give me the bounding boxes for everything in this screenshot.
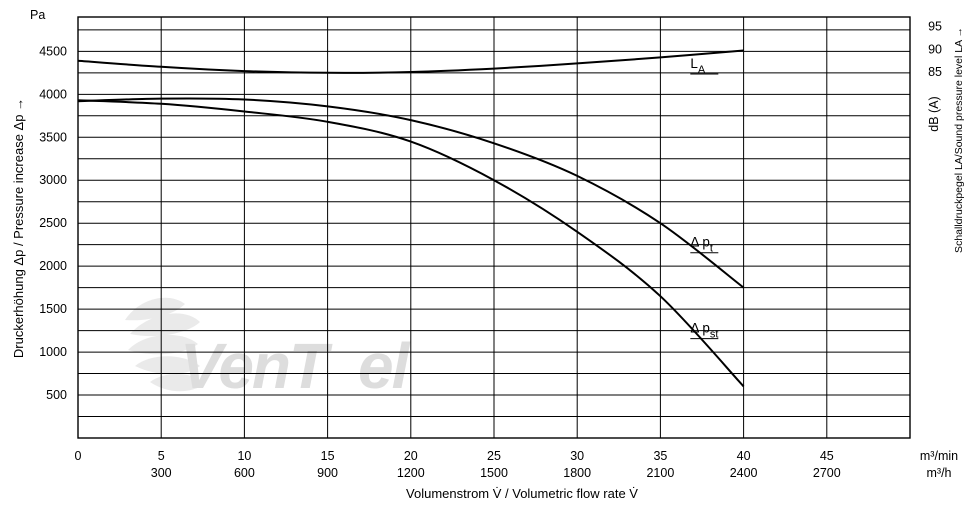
x-tick-label: 35: [653, 449, 667, 463]
y-tick-label: 2500: [39, 216, 67, 230]
y-tick-label: 4500: [39, 44, 67, 58]
x-tick-labels: 0 5 10 15 20 25 30 35 40 45 300 600 900 1200 1500 1800 2…: [75, 449, 841, 480]
x-tick-label: 10: [237, 449, 251, 463]
y-tick-label: 500: [46, 388, 67, 402]
x-tick-label: 40: [737, 449, 751, 463]
right-axis-unit: dB (A): [927, 96, 941, 131]
x-tick-label-secondary: 2100: [646, 466, 674, 480]
curves: [77, 49, 745, 388]
ventel-watermark-logo: VenT el: [125, 297, 413, 402]
curve-labels: LAΔ ptΔ pst: [690, 56, 718, 341]
x-tick-label: 45: [820, 449, 834, 463]
x-tick-label-secondary: 300: [151, 466, 172, 480]
y-tick-label: 1000: [39, 345, 67, 359]
y-tick-labels: 500 1000 1500 2000 2500 3000 3500 4000 4500: [39, 44, 67, 402]
curve-pst: [77, 99, 745, 388]
right-axis-title: Schalldruckpegel LA/Sound pressure level…: [953, 27, 965, 253]
x-axis-title: Volumenstrom V̇ / Volumetric flow rate V…: [406, 486, 638, 501]
y-tick-label: 3500: [39, 130, 67, 144]
x-tick-label-secondary: 600: [234, 466, 255, 480]
x-tick-label-secondary: 1800: [563, 466, 591, 480]
x-tick-label: 25: [487, 449, 501, 463]
right-tick-label: 85: [928, 65, 942, 79]
y-axis-title: Druckerhöhung Δp / Pressure increase Δp …: [11, 98, 26, 358]
y-tick-label: 4000: [39, 87, 67, 101]
x-tick-label: 20: [404, 449, 418, 463]
x-tick-label: 15: [321, 449, 335, 463]
right-tick-label: 90: [928, 43, 942, 57]
right-tick-label: 95: [928, 19, 942, 33]
y-unit-label: Pa: [30, 8, 45, 22]
svg-text:VenT: VenT: [180, 330, 333, 402]
label-pt: Δ pt: [690, 235, 713, 255]
x-tick-label-secondary: 1500: [480, 466, 508, 480]
right-axis-tick-labels: 95 90 85: [928, 19, 942, 79]
y-tick-label: 1500: [39, 302, 67, 316]
svg-text:el: el: [358, 330, 411, 402]
plot-frame: [77, 16, 911, 439]
curve-pt: [77, 97, 745, 289]
plot-border: [77, 16, 911, 439]
x-tick-label: 5: [158, 449, 165, 463]
x-tick-label-secondary: 2400: [730, 466, 758, 480]
x-tick-label: 0: [75, 449, 82, 463]
x-unit-secondary: m³/h: [927, 466, 952, 480]
x-tick-label: 30: [570, 449, 584, 463]
label-pst: Δ pst: [690, 321, 718, 341]
grid-lines: [78, 17, 910, 438]
curve-la: [77, 49, 744, 74]
x-tick-label-secondary: 900: [317, 466, 338, 480]
y-tick-label: 2000: [39, 259, 67, 273]
x-tick-label-secondary: 1200: [397, 466, 425, 480]
x-unit-primary: m³/min: [920, 449, 958, 463]
x-tick-label-secondary: 2700: [813, 466, 841, 480]
y-tick-label: 3000: [39, 173, 67, 187]
